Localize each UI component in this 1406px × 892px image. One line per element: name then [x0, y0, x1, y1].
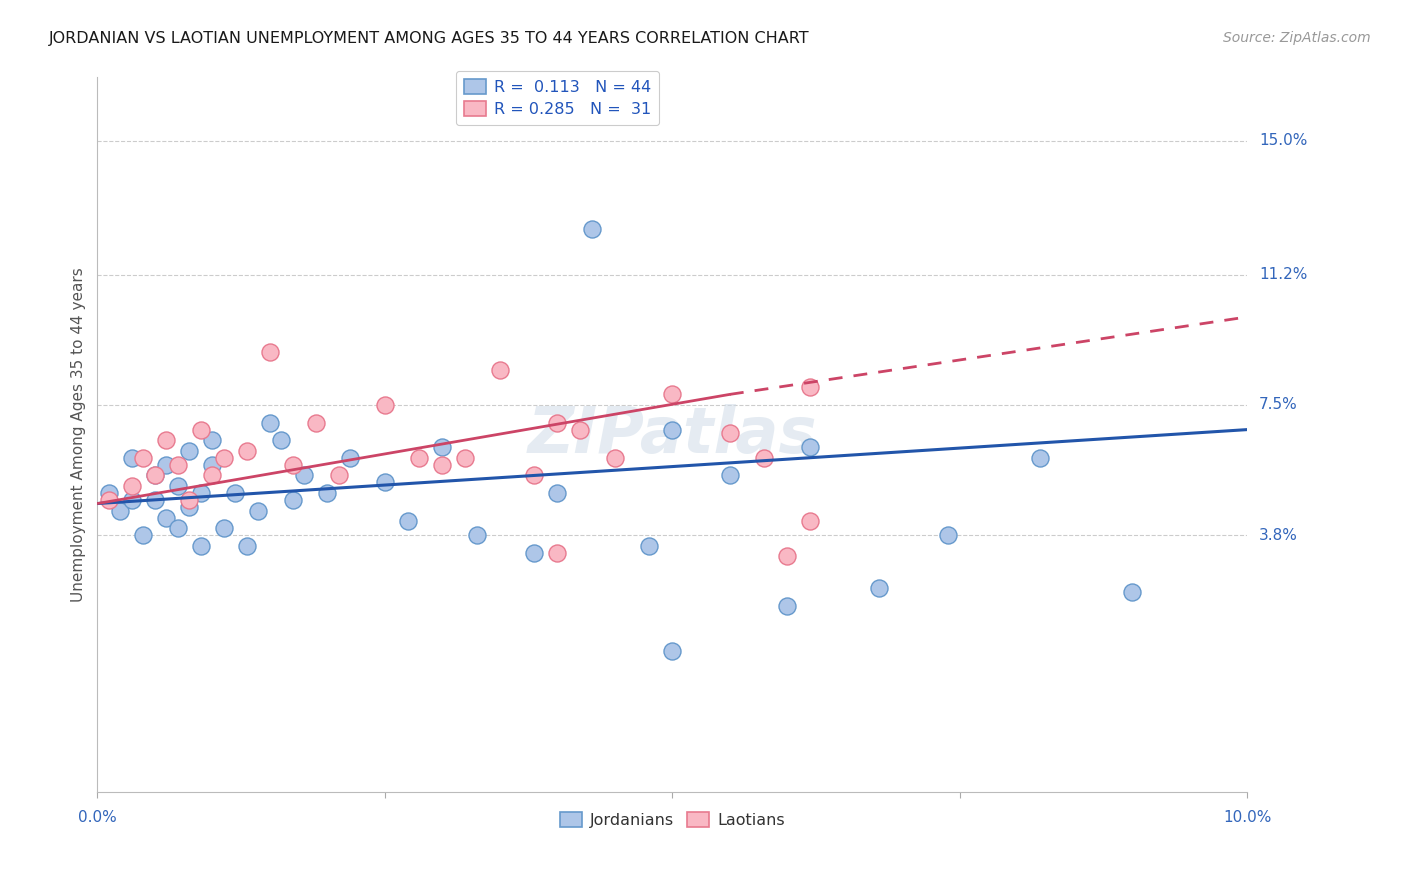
Point	[270, 433, 292, 447]
Point	[201, 433, 224, 447]
Point	[408, 450, 430, 465]
Point	[190, 486, 212, 500]
Point	[247, 503, 270, 517]
Point	[292, 468, 315, 483]
Point	[121, 450, 143, 465]
Point	[97, 486, 120, 500]
Point	[212, 450, 235, 465]
Point	[190, 539, 212, 553]
Point	[339, 450, 361, 465]
Point	[546, 546, 568, 560]
Point	[799, 514, 821, 528]
Point	[143, 468, 166, 483]
Text: JORDANIAN VS LAOTIAN UNEMPLOYMENT AMONG AGES 35 TO 44 YEARS CORRELATION CHART: JORDANIAN VS LAOTIAN UNEMPLOYMENT AMONG …	[49, 31, 810, 46]
Point	[432, 458, 454, 472]
Point	[143, 468, 166, 483]
Point	[110, 503, 132, 517]
Point	[155, 510, 177, 524]
Point	[305, 416, 328, 430]
Point	[328, 468, 350, 483]
Point	[868, 581, 890, 595]
Point	[179, 493, 201, 508]
Text: 15.0%: 15.0%	[1258, 133, 1308, 148]
Point	[776, 599, 799, 613]
Text: 0.0%: 0.0%	[77, 810, 117, 825]
Point	[201, 468, 224, 483]
Point	[465, 528, 488, 542]
Point	[1121, 584, 1143, 599]
Point	[1029, 450, 1052, 465]
Point	[316, 486, 339, 500]
Point	[166, 479, 188, 493]
Point	[281, 458, 304, 472]
Point	[718, 426, 741, 441]
Point	[661, 387, 683, 401]
Point	[97, 493, 120, 508]
Text: 11.2%: 11.2%	[1258, 267, 1308, 282]
Point	[259, 345, 281, 359]
Point	[432, 440, 454, 454]
Point	[523, 468, 546, 483]
Point	[718, 468, 741, 483]
Point	[489, 362, 512, 376]
Point	[155, 433, 177, 447]
Point	[754, 450, 776, 465]
Text: 7.5%: 7.5%	[1258, 398, 1298, 412]
Point	[374, 398, 396, 412]
Point	[132, 528, 155, 542]
Text: ZIPatlas: ZIPatlas	[527, 404, 817, 466]
Point	[224, 486, 246, 500]
Point	[799, 440, 821, 454]
Point	[546, 486, 568, 500]
Y-axis label: Unemployment Among Ages 35 to 44 years: Unemployment Among Ages 35 to 44 years	[72, 268, 86, 602]
Point	[374, 475, 396, 490]
Text: 3.8%: 3.8%	[1258, 528, 1298, 542]
Point	[454, 450, 477, 465]
Point	[121, 479, 143, 493]
Point	[396, 514, 419, 528]
Point	[546, 416, 568, 430]
Point	[661, 423, 683, 437]
Point	[523, 546, 546, 560]
Point	[581, 222, 603, 236]
Legend: Jordanians, Laotians: Jordanians, Laotians	[554, 805, 792, 834]
Point	[212, 521, 235, 535]
Point	[569, 423, 592, 437]
Text: 10.0%: 10.0%	[1223, 810, 1271, 825]
Point	[179, 500, 201, 514]
Text: Source: ZipAtlas.com: Source: ZipAtlas.com	[1223, 31, 1371, 45]
Point	[776, 549, 799, 564]
Point	[132, 450, 155, 465]
Point	[638, 539, 661, 553]
Point	[201, 458, 224, 472]
Point	[155, 458, 177, 472]
Point	[661, 644, 683, 658]
Point	[121, 493, 143, 508]
Point	[179, 443, 201, 458]
Point	[166, 521, 188, 535]
Point	[938, 528, 960, 542]
Point	[259, 416, 281, 430]
Point	[166, 458, 188, 472]
Point	[281, 493, 304, 508]
Point	[236, 443, 259, 458]
Point	[143, 493, 166, 508]
Point	[190, 423, 212, 437]
Point	[799, 380, 821, 394]
Point	[603, 450, 626, 465]
Point	[236, 539, 259, 553]
